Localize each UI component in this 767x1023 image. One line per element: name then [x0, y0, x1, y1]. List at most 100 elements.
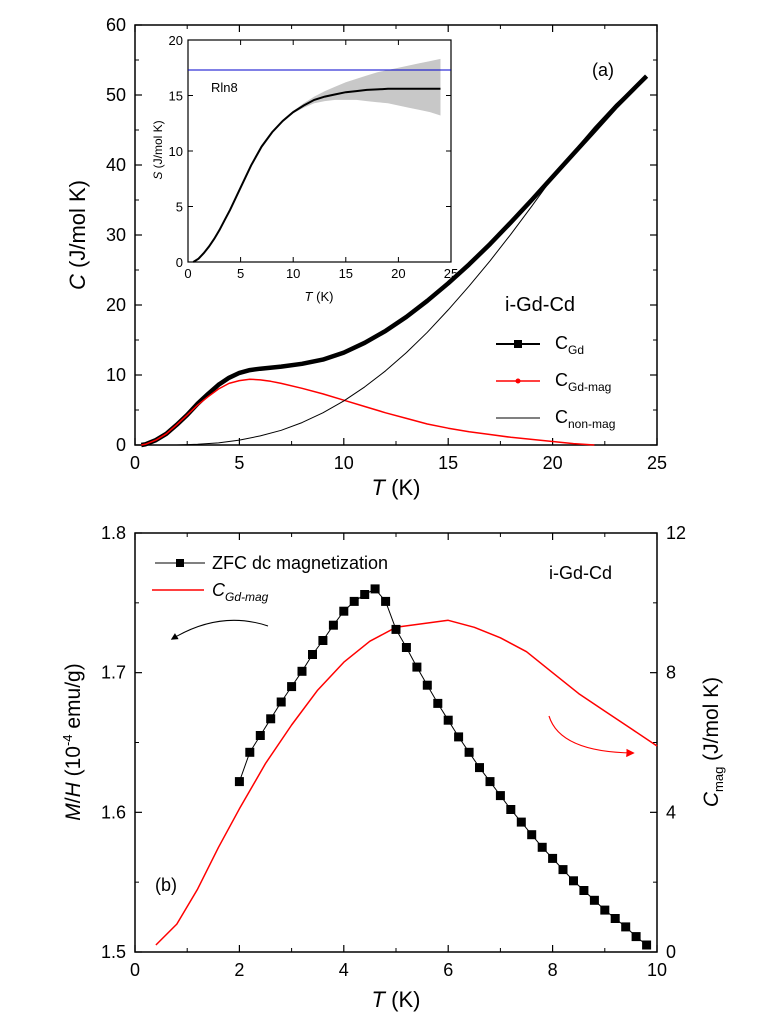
panel-b-ytick-right-label: 8: [666, 663, 676, 683]
series-zfc-line: [238, 588, 647, 946]
arrow-left-icon: [170, 619, 269, 640]
panel-b-xtick-label: 6: [443, 960, 453, 980]
panel-b-legend: ZFC dc magnetization CGd-mag: [152, 553, 388, 604]
inset-rln8-label: Rln8: [211, 80, 238, 95]
panel-b-xtick-label: 2: [234, 960, 244, 980]
zfc-point: [401, 643, 411, 652]
panel-a-ytick-label: 20: [106, 295, 126, 315]
zfc-point: [234, 777, 244, 787]
inset-ytick-label: 10: [169, 144, 183, 159]
panel-b-xlabel: T (K): [372, 987, 421, 1012]
inset-xtick-label: 10: [286, 266, 300, 281]
zfc-point: [579, 886, 589, 895]
inset-ytick-label: 15: [169, 89, 183, 104]
zfc-point: [621, 922, 631, 932]
panel-b-series: [155, 584, 658, 950]
series-c-non-mag: [176, 75, 647, 446]
panel-a-ylabel: C (J/mol K): [65, 180, 90, 290]
panel-b-ytick-left-label: 1.7: [101, 663, 126, 683]
zfc-point: [412, 662, 422, 672]
panel-b-ytick-left-label: 1.8: [101, 523, 126, 543]
legend-cgd-mag-b: CGd-mag: [212, 580, 269, 604]
panel-b-xtick-label: 8: [548, 960, 558, 980]
zfc-point: [631, 932, 641, 942]
inset-entropy-line: [192, 87, 441, 263]
inset-xtick-label: 20: [391, 266, 405, 281]
legend-cgd: CGd: [555, 333, 584, 357]
zfc-point: [328, 620, 338, 630]
panel-b-ytick-right-label: 12: [666, 523, 686, 543]
zfc-point: [339, 606, 349, 616]
panel-b: 0 2 4 6 8 10 1.5 1.6 1.7 1.8 0 4 8 12 ZFC dc magnetiz…: [60, 523, 726, 1012]
zfc-point: [391, 624, 401, 634]
zfc-point: [569, 876, 578, 886]
zfc-point: [255, 731, 265, 740]
series-c-gd-mag: [141, 378, 595, 446]
panel-a-xtick-label: 25: [647, 453, 667, 473]
zfc-point: [558, 865, 568, 875]
inset-entropy: 0 5 10 15 20 25 0 5 10 15 20 Rln8 T (K) S (J/mol K…: [151, 33, 458, 304]
zfc-point: [642, 940, 652, 950]
panel-a-label: (a): [592, 60, 614, 80]
inset-xtick-label: 0: [184, 266, 191, 281]
zfc-point: [454, 732, 464, 742]
zfc-point: [527, 830, 537, 840]
panel-a-ytick-label: 30: [106, 225, 126, 245]
panel-b-sample-label: i-Gd-Cd: [549, 563, 612, 583]
panel-a-xtick-label: 15: [438, 453, 458, 473]
inset-ytick-label: 20: [169, 33, 183, 48]
zfc-point: [443, 715, 453, 725]
inset-xlabel: T (K): [305, 289, 334, 304]
inset-ytick-label: 0: [176, 255, 183, 270]
panel-a-legend: CGd CGd-mag Cnon-mag: [496, 333, 615, 431]
panel-a-xtick-label: 10: [334, 453, 354, 473]
panel-b-label: (b): [155, 875, 177, 895]
inset-ytick-label: 5: [176, 200, 183, 215]
inset-ylabel: S (J/mol K): [151, 120, 165, 179]
zfc-point: [276, 697, 286, 707]
panel-a-ytick-label: 60: [106, 15, 126, 35]
inset-xtick-label: 5: [237, 266, 244, 281]
zfc-point: [349, 596, 359, 606]
panel-a-ytick-label: 40: [106, 155, 126, 175]
panel-b-ytick-left-label: 1.5: [101, 942, 126, 962]
panel-b-ytick-right-label: 0: [666, 942, 676, 962]
panel-a-xtick-label: 0: [130, 453, 140, 473]
inset-error-band: [293, 58, 441, 116]
panel-a-xlabel: T (K): [372, 475, 421, 500]
panel-a-ytick-label: 50: [106, 85, 126, 105]
zfc-point: [610, 914, 620, 923]
panel-a-sample-label: i-Gd-Cd: [505, 294, 575, 316]
panel-a-ytick-label: 0: [116, 435, 126, 455]
inset-xtick-label: 25: [444, 266, 458, 281]
zfc-point: [287, 682, 297, 692]
zfc-point: [516, 817, 526, 827]
zfc-point: [506, 805, 516, 814]
zfc-point: [308, 650, 317, 659]
inset-xtick-label: 15: [339, 266, 353, 281]
zfc-point: [360, 590, 370, 599]
zfc-point: [370, 584, 380, 594]
zfc-point: [495, 791, 505, 801]
arrow-right-icon: [548, 715, 635, 758]
zfc-point: [381, 596, 391, 606]
zfc-point: [475, 763, 484, 773]
zfc-point: [589, 895, 599, 905]
legend-cnonmag: Cnon-mag: [555, 407, 615, 431]
panel-b-ytick-right-label: 4: [666, 802, 676, 822]
zfc-point: [433, 698, 443, 708]
panel-b-ytick-left-label: 1.6: [101, 802, 126, 822]
panel-b-ylabel-left: M/H (10-4 emu/g): [60, 663, 85, 820]
panel-b-xtick-label: 4: [339, 960, 349, 980]
panel-a-ytick-label: 10: [106, 365, 126, 385]
zfc-point: [422, 680, 432, 690]
panel-b-ylabel-right: Cmag (J/mol K): [700, 677, 726, 807]
panel-b-xtick-label: 0: [130, 960, 140, 980]
zfc-point: [537, 842, 547, 852]
legend-zfc: ZFC dc magnetization: [212, 553, 388, 573]
panel-b-xtick-label: 10: [647, 960, 667, 980]
zfc-point: [464, 747, 474, 757]
